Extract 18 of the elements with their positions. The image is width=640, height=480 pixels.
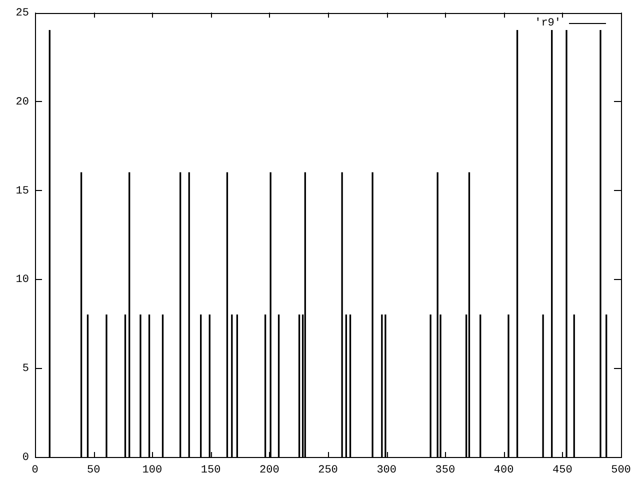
x-tick-label: 0 (32, 464, 38, 477)
legend-label: 'r9' (534, 18, 561, 30)
x-tick-label: 350 (435, 464, 456, 477)
x-tick-label: 200 (259, 464, 280, 477)
x-tick-label: 400 (494, 464, 514, 477)
x-tick-label: 250 (318, 464, 338, 477)
x-tick-label: 100 (142, 464, 162, 477)
x-tick-label: 50 (87, 464, 100, 477)
y-tick-label: 20 (16, 96, 29, 108)
y-tick-label: 0 (22, 452, 29, 464)
y-tick-label: 25 (16, 8, 29, 20)
x-tick-label: 500 (611, 464, 631, 477)
x-tick-label: 150 (200, 464, 221, 477)
y-tick-label: 5 (22, 363, 29, 376)
y-tick-label: 10 (16, 274, 29, 286)
x-tick-label: 450 (552, 464, 572, 477)
x-tick-label: 300 (376, 464, 397, 477)
y-tick-label: 15 (16, 185, 29, 198)
